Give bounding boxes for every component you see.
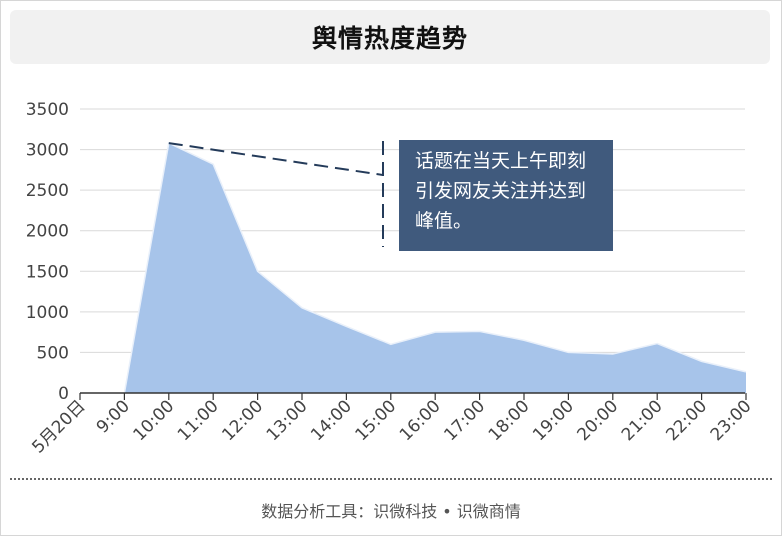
- y-tick-label-1500: 1500: [26, 262, 69, 282]
- x-tick-label-4: 12:00: [218, 396, 267, 445]
- x-tick-label-2: 10:00: [130, 396, 179, 445]
- x-tick-label-14: 22:00: [662, 396, 711, 445]
- x-tick-label-13: 21:00: [618, 396, 667, 445]
- title-bar: 舆情热度趋势: [10, 10, 770, 64]
- x-tick-label-0: 5月20日: [28, 396, 89, 457]
- x-tick-label-15: 23:00: [707, 396, 756, 445]
- footer-divider: [10, 478, 772, 480]
- x-tick-label-11: 19:00: [529, 396, 578, 445]
- x-tick-label-5: 13:00: [263, 396, 312, 445]
- annotation-leader-line: [168, 142, 384, 176]
- x-tick-label-1: 9:00: [93, 396, 134, 437]
- x-tick-label-3: 11:00: [174, 396, 223, 445]
- annotation-box: 话题在当天上午即刻引发网友关注并达到峰值。: [399, 140, 613, 251]
- y-tick-label-2500: 2500: [26, 181, 69, 201]
- x-tick-label-9: 17:00: [440, 396, 489, 445]
- x-tick-label-6: 14:00: [307, 396, 356, 445]
- y-tick-label-500: 500: [37, 343, 69, 363]
- y-tick-label-1000: 1000: [26, 303, 69, 323]
- chart-title: 舆情热度趋势: [311, 24, 468, 53]
- y-tick-label-0: 0: [58, 384, 69, 404]
- data-source-footer: 数据分析工具：识微科技 • 识微商情: [261, 502, 521, 521]
- y-tick-label-3000: 3000: [26, 141, 69, 161]
- series-area: [124, 143, 746, 393]
- y-tick-label-3500: 3500: [26, 100, 69, 120]
- x-tick-label-10: 18:00: [485, 396, 534, 445]
- x-tick-label-8: 16:00: [396, 396, 445, 445]
- series-line: [123, 141, 747, 394]
- y-tick-label-2000: 2000: [26, 222, 69, 242]
- chart-svg: 0 500 1000 1500 2000 2500 3000 3500 5月20日 9:0010:…: [26, 100, 756, 458]
- x-tick-label-7: 15:00: [352, 396, 401, 445]
- x-tick-label-12: 20:00: [574, 396, 623, 445]
